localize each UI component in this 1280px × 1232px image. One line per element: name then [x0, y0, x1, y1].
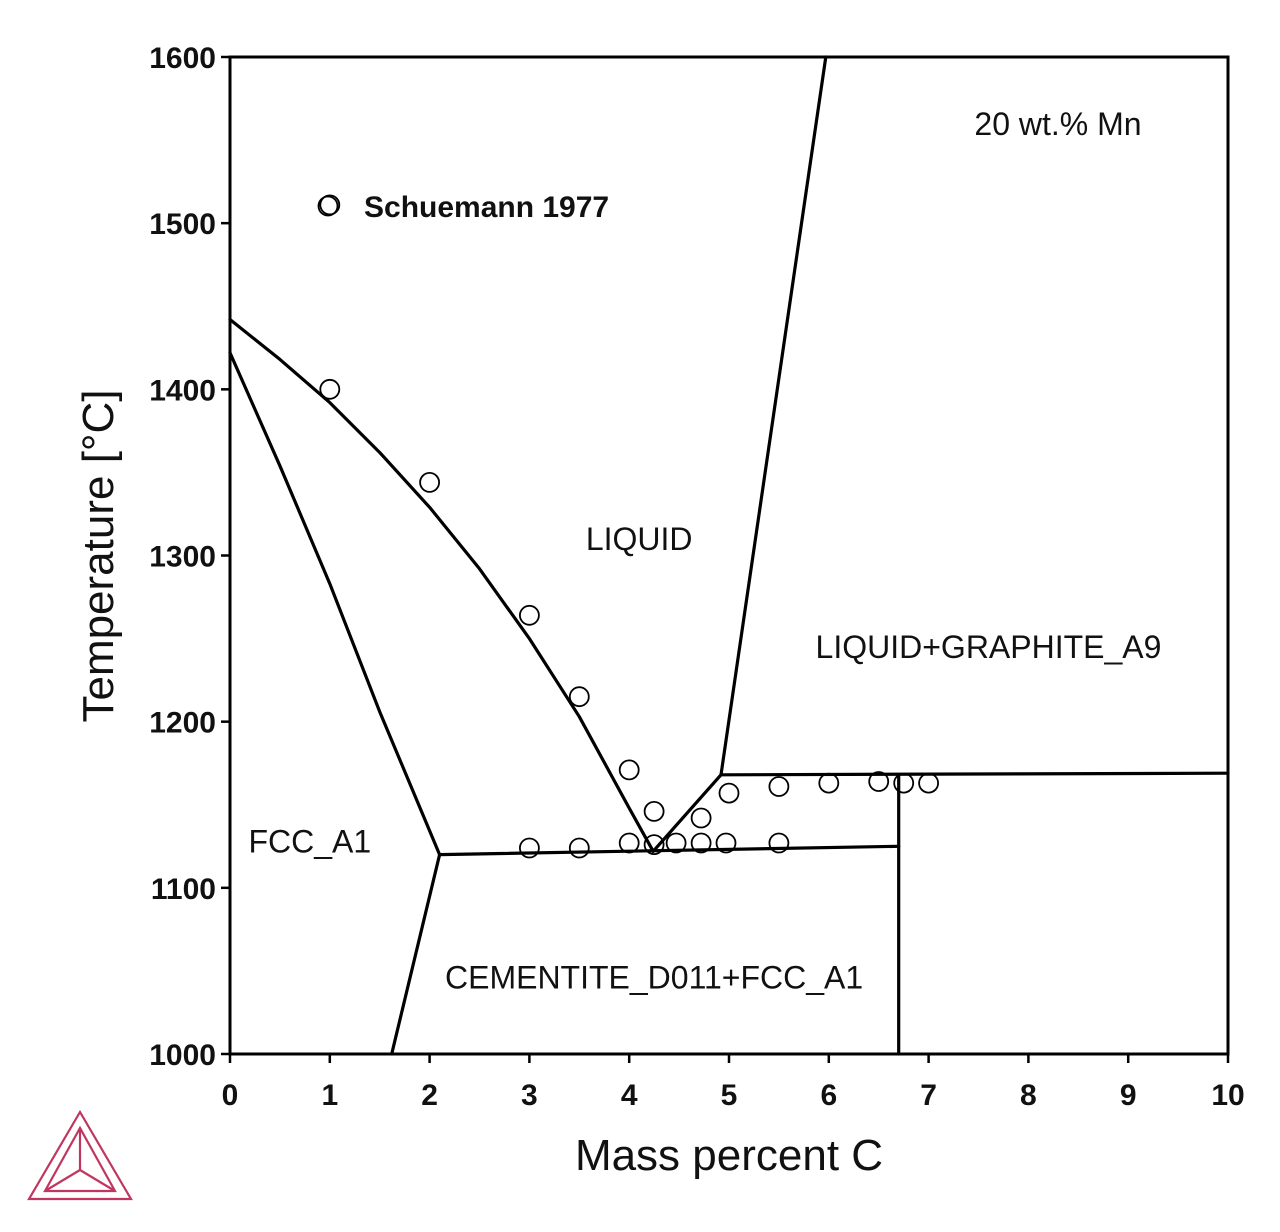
boundary-graphite-eutectic-line: [719, 771, 1230, 777]
x-tick-label: 1: [321, 1079, 338, 1112]
data-point: [868, 771, 890, 792]
data-point: [893, 772, 915, 794]
y-tick-label: 1500: [149, 208, 216, 241]
data-point: [690, 832, 712, 854]
y-axis-label: Temperature [°C]: [74, 389, 123, 722]
boundary-liquidus-graphite-low: [651, 773, 723, 853]
data-point: [643, 834, 665, 855]
y-tick-label: 1400: [149, 374, 216, 407]
y-tick-label: 1300: [149, 541, 216, 574]
boundary-liquidus-graphite-high: [719, 55, 828, 777]
data-point: [715, 832, 737, 854]
region-label: CEMENTITE_D011+FCC_A1: [445, 960, 863, 996]
x-axis-label: Mass percent C: [575, 1131, 883, 1180]
data-point: [918, 772, 939, 794]
triangle-logo-icon: [27, 1109, 133, 1201]
region-labels: LIQUID LIQUID+GRAPHITE_A9 FCC_A1 CEMENTITE_…: [248, 521, 1161, 996]
data-point: [690, 807, 712, 829]
boundary-solidus-fcc: [228, 351, 442, 857]
data-point: [419, 471, 441, 493]
legend-label: Schuemann 1977: [364, 191, 609, 224]
data-point: [618, 759, 640, 781]
region-label: LIQUID+GRAPHITE_A9: [816, 629, 1162, 665]
data-point: [818, 772, 840, 794]
x-tick-label: 2: [421, 1079, 438, 1112]
x-tick-label: 6: [820, 1079, 837, 1112]
data-point: [768, 832, 790, 854]
x-tick-label: 7: [920, 1079, 937, 1112]
data-point: [618, 832, 640, 854]
x-tick-label: 10: [1211, 1079, 1244, 1112]
data-point: [319, 378, 341, 400]
data-point: [718, 782, 740, 804]
data-point: [519, 837, 540, 859]
region-label: LIQUID: [586, 521, 693, 557]
axis-ticks: 0 1 2 3 4 5 6 7 8 9 10 1000 1100 1200 1300 1400 1500 1600: [149, 42, 1244, 1112]
y-tick-label: 1200: [149, 707, 216, 740]
boundary-fcc-solvus: [390, 852, 442, 1056]
x-tick-label: 4: [621, 1079, 638, 1112]
boundary-liquidus-fcc: [228, 317, 655, 853]
data-point: [568, 686, 590, 708]
legend-marker: [317, 195, 339, 217]
y-tick-label: 1600: [149, 42, 216, 75]
x-tick-label: 8: [1020, 1079, 1037, 1112]
x-tick-label: 5: [721, 1079, 738, 1112]
data-point: [568, 837, 590, 859]
region-label: FCC_A1: [248, 823, 371, 859]
experimental-points: [319, 194, 939, 859]
x-tick-label: 0: [222, 1079, 239, 1112]
data-point: [643, 801, 665, 822]
annotation-composition: 20 wt.% Mn: [974, 106, 1141, 142]
data-point: [768, 776, 790, 797]
y-tick-label: 1100: [151, 873, 216, 906]
y-tick-label: 1000: [149, 1039, 216, 1072]
x-tick-label: 9: [1120, 1079, 1137, 1112]
data-point: [519, 604, 540, 626]
x-tick-label: 3: [521, 1079, 538, 1112]
data-point: [665, 832, 687, 854]
data-point: [319, 194, 341, 216]
